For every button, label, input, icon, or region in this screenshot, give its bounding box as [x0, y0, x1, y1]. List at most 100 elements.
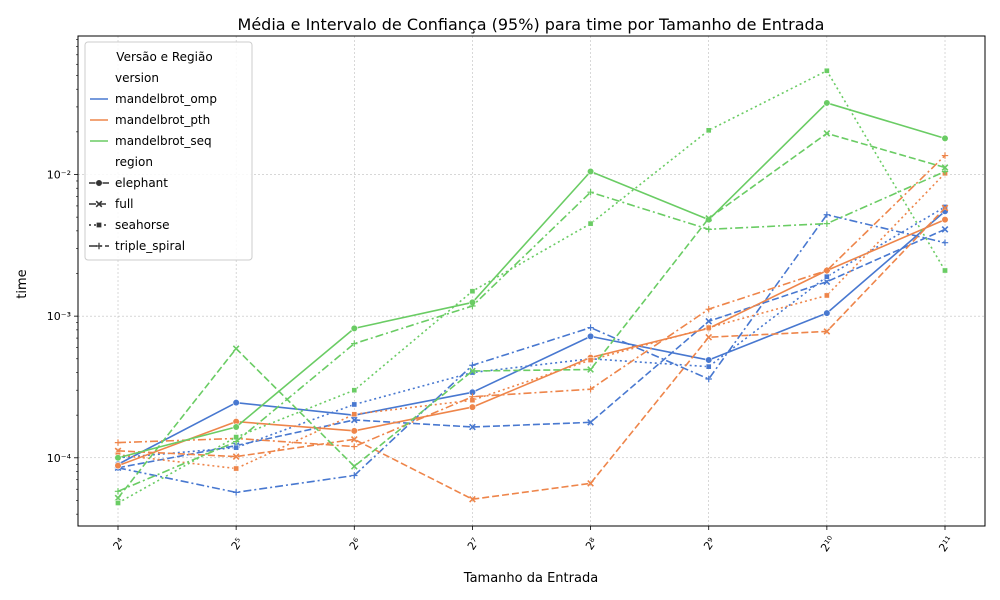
- data-point: [823, 278, 831, 286]
- data-point: [350, 462, 358, 470]
- series-line: [117, 69, 946, 504]
- plot-frame: [77, 35, 986, 527]
- data-point: [586, 332, 595, 340]
- data-point: [114, 488, 122, 495]
- data-point: [705, 356, 713, 364]
- data-point: [350, 416, 358, 424]
- data-point: [350, 427, 358, 435]
- data-point: [824, 273, 830, 280]
- data-point: [469, 362, 476, 369]
- data-point: [114, 494, 122, 502]
- data-point: [823, 267, 831, 274]
- series-line: [117, 213, 946, 494]
- data-point: [823, 211, 831, 218]
- data-point: [587, 366, 594, 373]
- svg-text:elephant: elephant: [115, 176, 168, 190]
- legend-marker: [95, 242, 103, 250]
- data-point: [942, 267, 948, 274]
- series-line: [117, 218, 946, 467]
- data-point: [351, 387, 358, 394]
- legend-header-version: version: [115, 71, 159, 85]
- y-tick-label: 10⁻⁴: [47, 452, 72, 465]
- legend-item-elephant: elephant: [89, 176, 168, 190]
- data-point: [824, 67, 830, 74]
- y-tick-label: 10⁻³: [47, 310, 71, 323]
- data-point: [823, 99, 831, 107]
- data-point: [114, 454, 122, 462]
- data-point: [824, 292, 830, 299]
- data-point: [232, 453, 240, 460]
- data-point: [114, 439, 122, 446]
- data-point: [823, 220, 831, 227]
- grid: [78, 36, 985, 526]
- legend-item-mandelbrot_pth: mandelbrot_pth: [90, 113, 210, 127]
- data-point: [705, 317, 713, 325]
- data-point: [587, 357, 594, 363]
- svg-text:mandelbrot_omp: mandelbrot_omp: [115, 92, 217, 106]
- data-point: [705, 127, 712, 134]
- data-point: [941, 216, 949, 224]
- data-point: [115, 500, 121, 506]
- data-point: [587, 324, 594, 331]
- data-point: [705, 324, 712, 331]
- data-point: [469, 367, 476, 375]
- series-mandelbrot_seq-triple_spiral: [114, 168, 949, 495]
- data-point: [941, 239, 949, 246]
- data-point: [941, 168, 949, 175]
- data-point: [350, 435, 358, 443]
- legend-header-region: region: [115, 155, 153, 169]
- data-point: [232, 399, 240, 407]
- legend-item-mandelbrot_seq: mandelbrot_seq: [90, 134, 212, 148]
- data-point: [587, 479, 594, 487]
- y-axis-label: time: [15, 269, 30, 298]
- data-point: [114, 462, 122, 470]
- series-line: [117, 228, 946, 469]
- data-point: [823, 309, 831, 317]
- legend-title: Versão e Região: [116, 50, 212, 64]
- data-point: [705, 226, 712, 233]
- data-point: [941, 225, 949, 233]
- data-point: [351, 472, 358, 479]
- x-axis-label: Tamanho da Entrada: [463, 571, 598, 586]
- data-point: [351, 411, 358, 418]
- data-point: [941, 152, 949, 159]
- svg-text:full: full: [115, 197, 134, 211]
- svg-text:seahorse: seahorse: [115, 218, 170, 232]
- series-line: [117, 132, 946, 499]
- legend-item-mandelbrot_omp: mandelbrot_omp: [90, 92, 217, 106]
- data-point: [705, 333, 713, 341]
- series-mandelbrot_seq-elephant: [114, 99, 949, 462]
- data-point: [941, 204, 949, 212]
- data-point: [233, 465, 239, 472]
- y-tick-label: 10⁻²: [47, 168, 71, 181]
- series-line: [117, 206, 946, 459]
- legend-item-seahorse: seahorse: [89, 218, 170, 232]
- data-point: [232, 345, 240, 352]
- data-point: [705, 363, 712, 370]
- data-point: [469, 288, 476, 295]
- legend-marker: [96, 222, 102, 228]
- data-point: [823, 130, 831, 137]
- data-point: [941, 164, 949, 171]
- data-point: [232, 423, 240, 431]
- data-point: [233, 444, 239, 451]
- series-line: [117, 210, 946, 465]
- data-point: [351, 443, 358, 450]
- data-point: [823, 328, 831, 335]
- data-point: [941, 134, 949, 142]
- data-point: [469, 423, 476, 431]
- data-point: [587, 188, 594, 196]
- data-point: [587, 220, 594, 227]
- data-point: [587, 385, 594, 393]
- data-point: [586, 167, 595, 176]
- series-layer: [114, 67, 949, 506]
- legend-box: [84, 41, 253, 261]
- legend-marker: [95, 200, 103, 208]
- data-point: [469, 393, 476, 400]
- series-mandelbrot_seq-full: [114, 130, 949, 502]
- svg-text:mandelbrot_pth: mandelbrot_pth: [115, 113, 210, 127]
- series-mandelbrot_pth-full: [114, 204, 949, 503]
- svg-text:mandelbrot_seq: mandelbrot_seq: [115, 134, 212, 148]
- series-line: [117, 172, 946, 470]
